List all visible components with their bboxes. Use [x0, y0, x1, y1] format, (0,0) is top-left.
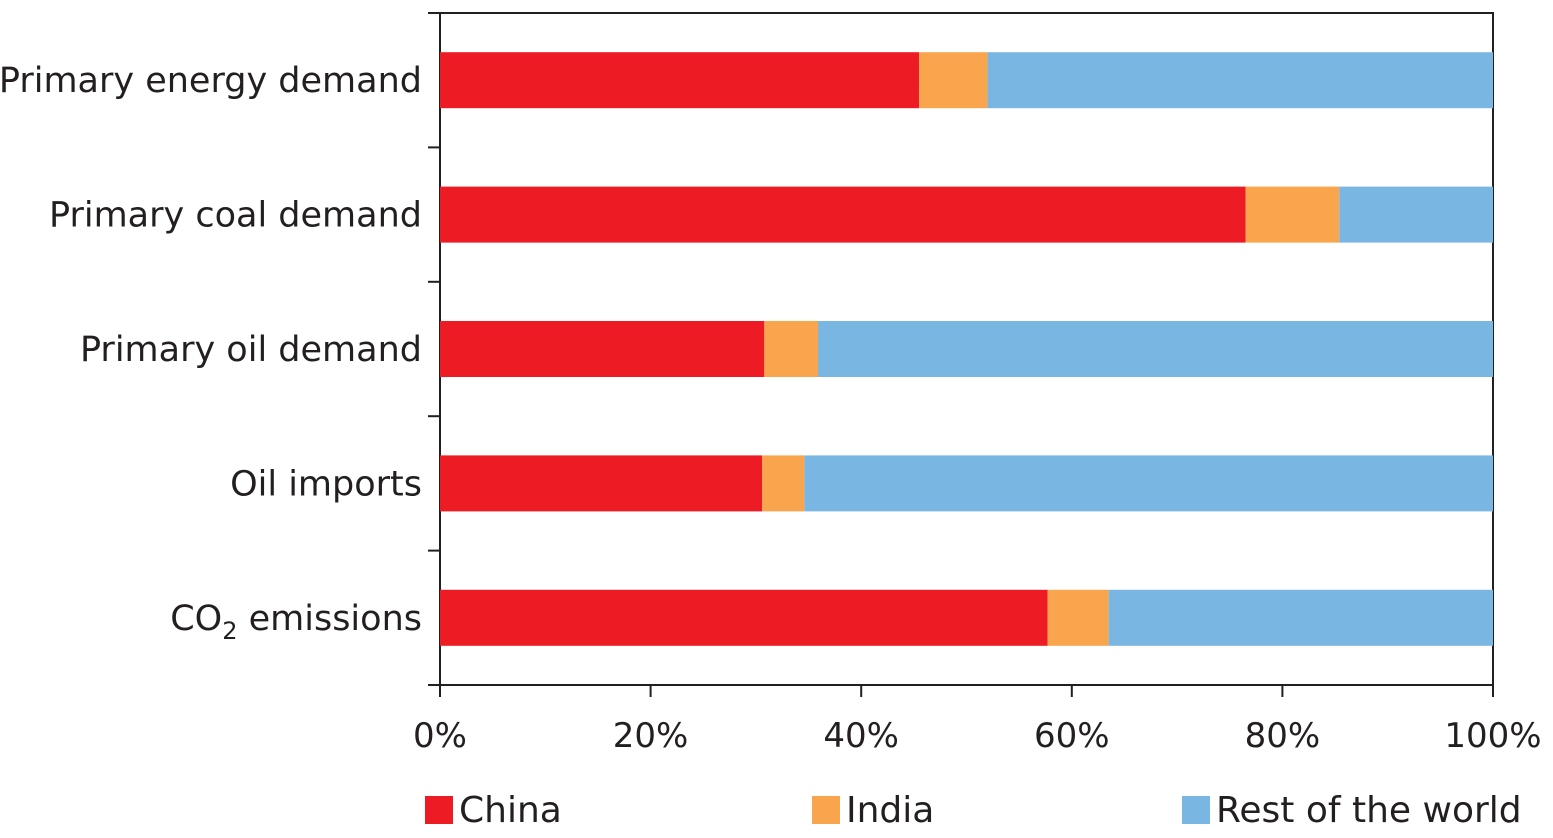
bar-india-primary-oil-demand — [764, 321, 819, 377]
bar-china-oil-imports — [440, 455, 763, 512]
x-tick-label-0: 0% — [413, 716, 467, 756]
bar-india-oil-imports — [762, 455, 805, 512]
bar-rest-of-the-world-primary-energy-demand — [987, 52, 1493, 109]
x-axis: 0% 20% 40% 60% 80% 100% — [413, 685, 1542, 756]
legend-label-rest-of-the-world: Rest of the world — [1216, 790, 1522, 831]
bar-china-primary-oil-demand — [440, 321, 765, 377]
x-tick-label-40: 40% — [823, 716, 899, 756]
legend-item-china: China — [425, 790, 562, 831]
x-tick-label-80: 80% — [1245, 716, 1321, 756]
category-label-primary-energy-demand: Primary energy demand — [0, 61, 422, 101]
x-tick-label-60: 60% — [1034, 716, 1110, 756]
x-tick-label-20: 20% — [613, 716, 689, 756]
legend-label-china: China — [459, 790, 562, 831]
bars-layer — [440, 52, 1493, 646]
bar-rest-of-the-world-co2-emissions — [1108, 589, 1493, 646]
legend: China India Rest of the world — [425, 790, 1522, 831]
y-axis: Primary energy demand Primary coal demand… — [0, 12, 440, 686]
legend-item-india: India — [812, 790, 934, 831]
legend-swatch-india — [812, 796, 840, 824]
bar-rest-of-the-world-primary-oil-demand — [818, 321, 1493, 377]
category-label-primary-coal-demand: Primary coal demand — [49, 196, 422, 236]
bar-china-co2-emissions — [440, 589, 1048, 646]
bar-india-primary-energy-demand — [919, 52, 988, 109]
legend-swatch-rest-of-the-world — [1182, 796, 1210, 824]
bar-rest-of-the-world-primary-coal-demand — [1339, 186, 1493, 243]
category-label-oil-imports: Oil imports — [230, 464, 422, 504]
category-label-primary-oil-demand: Primary oil demand — [80, 330, 422, 370]
category-label-co2-emissions: CO2 emissions — [170, 599, 422, 645]
bar-india-co2-emissions — [1047, 589, 1109, 646]
legend-item-rest-of-the-world: Rest of the world — [1182, 790, 1522, 831]
bar-rest-of-the-world-oil-imports — [804, 455, 1493, 512]
legend-label-india: India — [846, 790, 934, 831]
bar-india-primary-coal-demand — [1245, 186, 1340, 243]
legend-swatch-china — [425, 796, 453, 824]
bar-china-primary-coal-demand — [440, 186, 1246, 243]
x-tick-label-100: 100% — [1444, 716, 1541, 756]
bar-china-primary-energy-demand — [440, 52, 920, 109]
